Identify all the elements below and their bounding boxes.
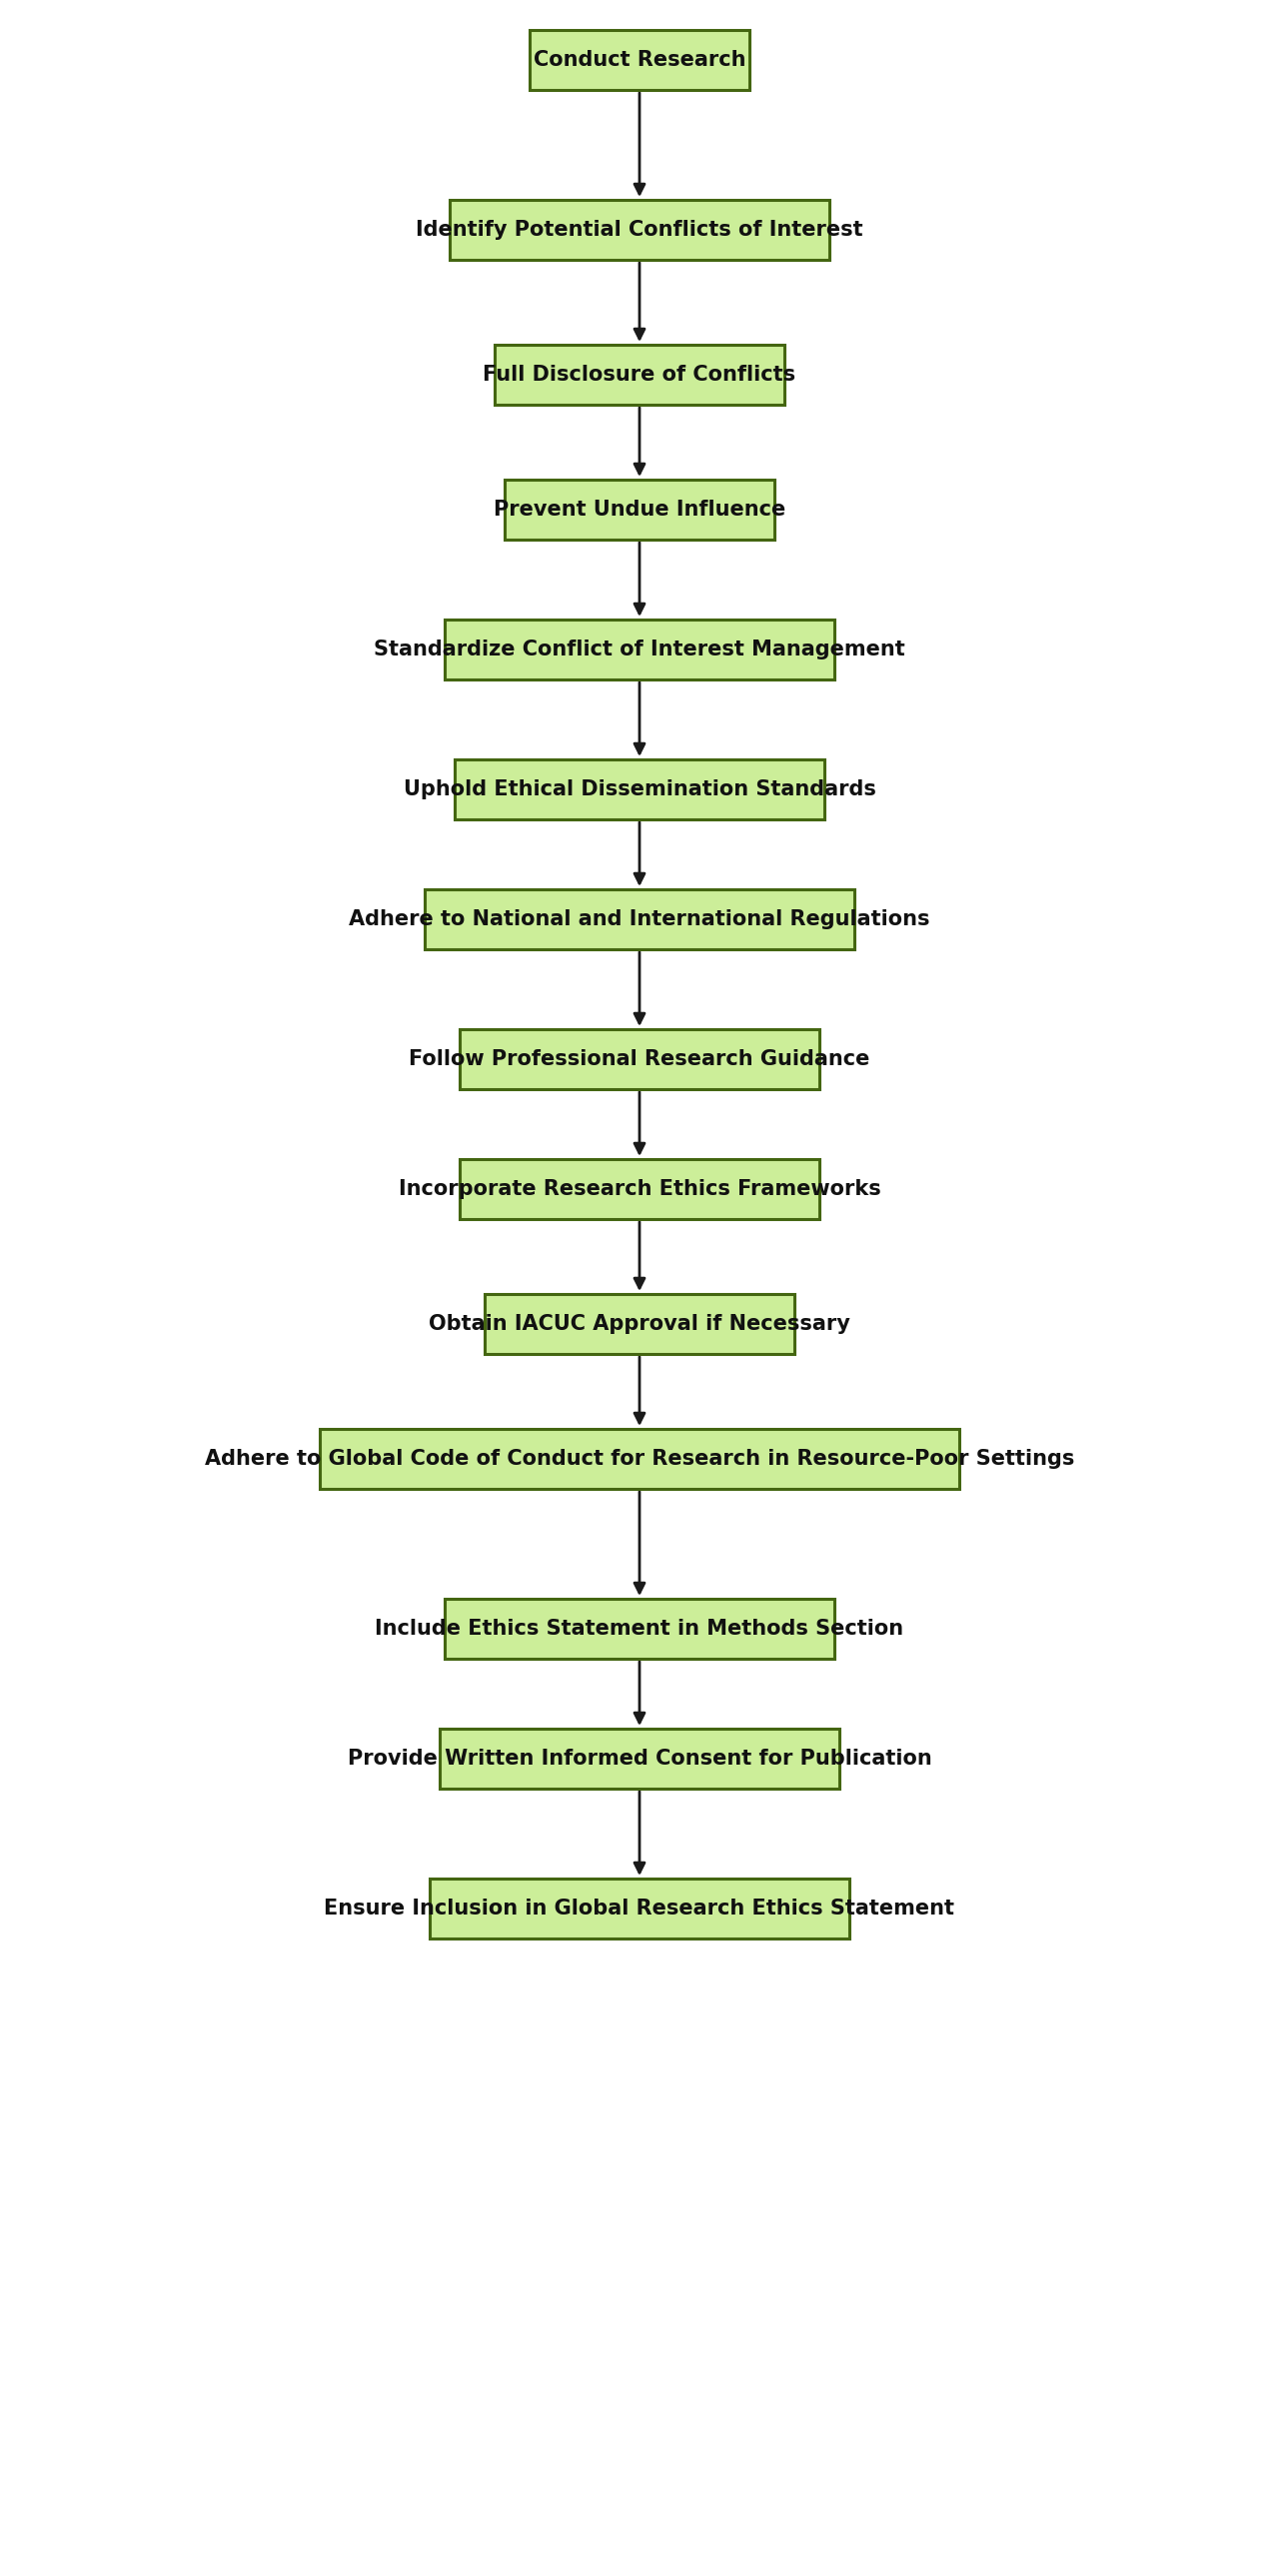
Bar (505, 479, 774, 538)
Text: Follow Professional Research Guidance: Follow Professional Research Guidance (409, 1048, 870, 1069)
Bar (425, 889, 854, 951)
Text: Prevent Undue Influence: Prevent Undue Influence (494, 500, 785, 520)
Bar (440, 1728, 839, 1788)
Bar (450, 201, 829, 260)
Bar (320, 1430, 959, 1489)
Bar (485, 1293, 794, 1355)
Bar (459, 1159, 820, 1218)
Text: Identify Potential Conflicts of Interest: Identify Potential Conflicts of Interest (416, 219, 863, 240)
Text: Incorporate Research Ethics Frameworks: Incorporate Research Ethics Frameworks (398, 1180, 881, 1198)
Bar (430, 1878, 849, 1940)
Text: Standardize Conflict of Interest Management: Standardize Conflict of Interest Managem… (373, 639, 906, 659)
Text: Include Ethics Statement in Methods Section: Include Ethics Statement in Methods Sect… (375, 1618, 904, 1638)
Text: Ensure Inclusion in Global Research Ethics Statement: Ensure Inclusion in Global Research Ethi… (325, 1899, 954, 1919)
Bar (530, 31, 749, 90)
Bar (445, 1600, 834, 1659)
Text: Full Disclosure of Conflicts: Full Disclosure of Conflicts (483, 366, 796, 384)
Bar (495, 345, 784, 404)
Text: Provide Written Informed Consent for Publication: Provide Written Informed Consent for Pub… (348, 1749, 931, 1770)
Text: Adhere to National and International Regulations: Adhere to National and International Reg… (349, 909, 930, 930)
Text: Uphold Ethical Dissemination Standards: Uphold Ethical Dissemination Standards (403, 781, 876, 799)
Text: Adhere to Global Code of Conduct for Research in Resource-Poor Settings: Adhere to Global Code of Conduct for Res… (205, 1448, 1074, 1468)
Text: Conduct Research: Conduct Research (533, 49, 746, 70)
Bar (454, 760, 825, 819)
Text: Obtain IACUC Approval if Necessary: Obtain IACUC Approval if Necessary (428, 1314, 851, 1334)
Bar (445, 618, 834, 680)
Bar (459, 1030, 820, 1090)
